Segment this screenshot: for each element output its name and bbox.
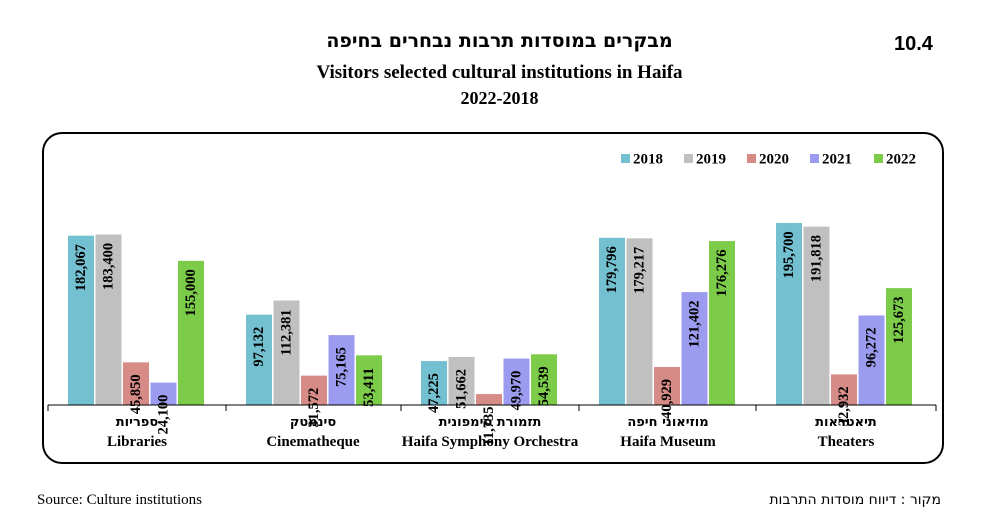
data-label: 183,400 <box>101 243 117 290</box>
legend-label: 2018 <box>633 152 663 168</box>
bar-2019-4 <box>803 226 830 405</box>
bar-2021-2 <box>503 358 530 405</box>
data-label: 32,932 <box>836 386 852 426</box>
bars-group <box>68 222 912 405</box>
chart-frame <box>42 132 944 464</box>
bar-2018-2 <box>421 361 447 405</box>
category-label: Cinematheque <box>266 434 360 450</box>
category-label: Theaters <box>818 434 875 450</box>
data-label: 47,225 <box>426 373 442 413</box>
data-label: 11,735 <box>481 407 497 446</box>
bar-2021-3 <box>681 292 708 405</box>
bar-2019-2 <box>448 356 475 405</box>
data-label: 125,673 <box>891 297 907 344</box>
bar-2021-4 <box>858 315 885 405</box>
data-label: 191,818 <box>809 235 825 282</box>
data-label: 112,381 <box>279 309 295 355</box>
table-number: 10.4 <box>894 33 933 55</box>
category-label-hebrew: סינמטק <box>290 415 337 430</box>
data-label: 53,411 <box>361 368 377 407</box>
bar-2020-1 <box>301 375 327 405</box>
legend-swatch-2021 <box>810 154 819 163</box>
data-label: 40,929 <box>659 379 675 419</box>
bar-2018-1 <box>246 314 272 405</box>
category-label-hebrew: מוזיאוני חיפה <box>627 415 708 430</box>
bar-2019-3 <box>626 238 653 405</box>
legend-swatch-2020 <box>747 154 756 163</box>
data-label: 176,276 <box>714 250 730 297</box>
category-label-hebrew: תזמורת סימפונית <box>439 415 542 430</box>
legend-label: 2022 <box>886 152 916 168</box>
data-label: 45,850 <box>128 374 144 414</box>
chart-title: Visitors selected cultural institutions … <box>316 62 683 83</box>
category-label-hebrew: תיאטראות <box>815 415 877 430</box>
bar-2021-1 <box>328 335 355 405</box>
bar-2020-2 <box>476 394 502 405</box>
legend: 2018 2019 2020 2021 2022 <box>621 152 916 168</box>
legend-swatch-2019 <box>684 154 693 163</box>
data-label: 49,970 <box>509 371 525 411</box>
category-label: Libraries <box>107 434 167 450</box>
bar-2020-3 <box>654 366 680 405</box>
data-label: 75,165 <box>334 347 350 387</box>
bar-2019-0 <box>95 234 122 405</box>
bar-2020-0 <box>123 362 149 405</box>
x-axis: ספריות Libraries סינמטק Cinematheque תזמורת … <box>47 404 937 450</box>
bar-2020-4 <box>831 374 857 405</box>
data-labels-group: 182,067 97,132 47,225 179,796 195,700 183,400… <box>73 231 907 445</box>
data-label: 121,402 <box>687 301 703 348</box>
data-label: 31,572 <box>306 388 322 428</box>
data-label: 96,272 <box>864 328 880 368</box>
bar-2021-0 <box>150 382 177 405</box>
data-label: 97,132 <box>251 327 267 367</box>
category-label: Haifa Museum <box>620 434 716 450</box>
bar-2018-0 <box>68 235 94 405</box>
legend-label: 2019 <box>696 152 726 168</box>
bar-2018-3 <box>599 237 625 405</box>
data-label: 182,067 <box>73 244 89 291</box>
legend-swatch-2022 <box>874 154 883 163</box>
legend-label: 2021 <box>822 152 852 168</box>
bar-2019-1 <box>273 300 300 405</box>
chart-years: 2022-2018 <box>460 88 539 108</box>
bar-2018-4 <box>776 222 802 405</box>
category-label-hebrew: ספריות <box>116 415 159 430</box>
chart-title-hebrew: מבקרים במוסדות תרבות נבחרים בחיפה <box>326 30 673 52</box>
data-label: 179,217 <box>632 247 648 294</box>
legend-swatch-2018 <box>621 154 630 163</box>
data-label: 155,000 <box>183 269 199 316</box>
source-note-hebrew: מקור : דיווח מוסדות התרבות <box>769 492 941 508</box>
data-label: 54,539 <box>536 366 552 406</box>
bar-2022-3 <box>709 241 735 405</box>
category-label: Haifa Symphony Orchestra <box>402 434 579 450</box>
legend-label: 2020 <box>759 152 789 168</box>
source-note: Source: Culture institutions <box>37 492 202 508</box>
data-label: 195,700 <box>781 231 797 278</box>
bar-2022-4 <box>886 288 912 405</box>
bar-2022-0 <box>178 260 204 405</box>
data-label: 179,796 <box>604 246 620 293</box>
bar-2022-2 <box>531 354 557 405</box>
bar-2022-1 <box>356 355 382 405</box>
data-label: 51,662 <box>454 369 470 409</box>
